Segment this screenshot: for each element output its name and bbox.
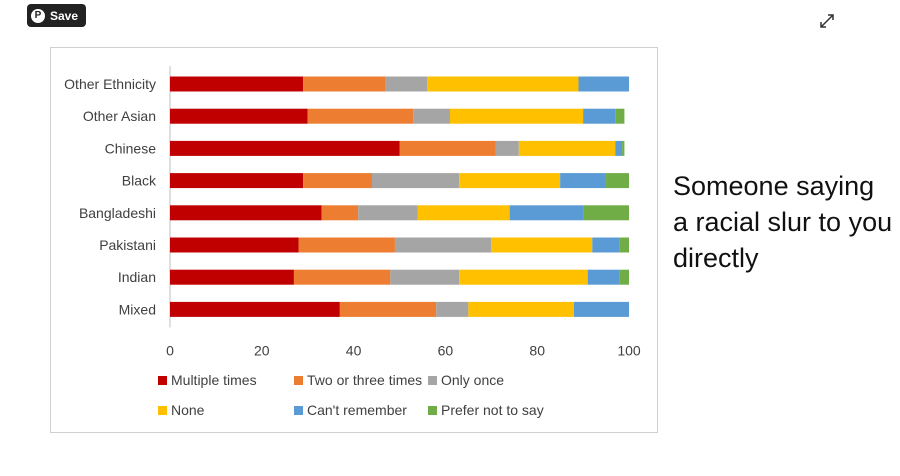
bar-segment-multiple-times	[170, 173, 304, 189]
bar-segment-none	[491, 237, 593, 253]
bar-segment-two-or-three-times	[399, 140, 496, 156]
legend-swatch	[294, 375, 303, 385]
bar-segment-two-or-three-times	[293, 269, 391, 285]
bar-segment-two-or-three-times	[303, 76, 386, 92]
legend-swatch	[428, 375, 437, 385]
bar-segment-multiple-times	[170, 301, 340, 317]
save-label: Save	[50, 8, 79, 23]
bar-segment-can-t-remember	[578, 76, 629, 92]
bar-segment-can-t-remember	[587, 269, 620, 285]
x-tick-label: 100	[617, 342, 641, 358]
bar-segment-none	[459, 269, 588, 285]
save-button[interactable]: P Save	[27, 4, 87, 27]
bar-segment-can-t-remember	[592, 237, 620, 253]
chart-frame: Other Ethnicity Other Asian Chinese Black Ba…	[50, 47, 658, 433]
bar-segment-only-once	[413, 108, 450, 124]
stacked-bar-chart: Other Ethnicity Other Asian Chinese Black Ba…	[64, 66, 641, 358]
bar-segment-none	[427, 76, 579, 92]
legend-item: Only once	[428, 372, 504, 388]
bar-segment-only-once	[390, 269, 460, 285]
bar-segment-only-once	[385, 76, 428, 92]
legend-item: Multiple times	[158, 372, 257, 388]
category-label: Chinese	[105, 140, 157, 156]
bar-segment-only-once	[436, 301, 469, 317]
legend-label: Can't remember	[307, 402, 407, 418]
bar-segment-can-t-remember	[583, 108, 616, 124]
pinterest-icon: P	[31, 8, 45, 23]
bar-segment-none	[459, 173, 561, 189]
legend-label: None	[171, 402, 205, 418]
legend-label: Prefer not to say	[441, 402, 544, 418]
category-label: Other Asian	[83, 108, 156, 124]
legend-item: Prefer not to say	[428, 402, 544, 418]
bar-segment-two-or-three-times	[298, 237, 395, 253]
bar-segment-only-once	[358, 205, 418, 221]
bar-segment-prefer-not-to-say	[615, 108, 625, 124]
category-label: Bangladeshi	[79, 205, 156, 221]
bar-segment-prefer-not-to-say	[622, 140, 625, 156]
bar-segment-can-t-remember	[615, 140, 623, 156]
category-label: Mixed	[119, 301, 156, 317]
bar-segment-only-once	[495, 140, 519, 156]
x-tick-label: 60	[438, 342, 454, 358]
bar-segment-multiple-times	[170, 205, 322, 221]
legend-swatch	[158, 375, 167, 385]
bar-segment-only-once	[394, 237, 492, 253]
x-tick-label: 40	[346, 342, 362, 358]
legend-item: Can't remember	[294, 402, 407, 418]
legend-label: Two or three times	[307, 372, 423, 388]
bar-segment-multiple-times	[170, 108, 308, 124]
bar-segment-multiple-times	[170, 269, 294, 285]
bar-segment-only-once	[371, 173, 460, 189]
bar-segment-multiple-times	[170, 140, 400, 156]
bar-segment-two-or-three-times	[321, 205, 359, 221]
bar-segment-none	[518, 140, 616, 156]
x-tick-label: 20	[254, 342, 270, 358]
category-label: Black	[122, 173, 157, 189]
bar-segment-none	[468, 301, 574, 317]
bar-segment-prefer-not-to-say	[619, 237, 629, 253]
legend-swatch	[158, 405, 167, 415]
bar-segment-prefer-not-to-say	[619, 269, 629, 285]
legend-swatch	[428, 405, 437, 415]
bar-segment-prefer-not-to-say	[606, 173, 629, 189]
bar-segment-none	[449, 108, 584, 124]
legend-item: None	[158, 402, 204, 418]
bar-segment-two-or-three-times	[303, 173, 372, 189]
bar-segment-two-or-three-times	[339, 301, 437, 317]
bar-segment-prefer-not-to-say	[583, 205, 629, 221]
legend-item: Two or three times	[294, 372, 422, 388]
legend-label: Multiple times	[171, 372, 257, 388]
expand-icon[interactable]	[818, 12, 836, 30]
bar-segment-can-t-remember	[573, 301, 629, 317]
x-tick-label: 80	[529, 342, 545, 358]
bar-segment-multiple-times	[170, 76, 304, 92]
bar-segment-can-t-remember	[560, 173, 607, 189]
legend-swatch	[294, 405, 303, 415]
category-label: Indian	[118, 269, 156, 285]
category-label: Pakistani	[99, 237, 156, 253]
x-tick-label: 0	[166, 342, 174, 358]
bar-segment-can-t-remember	[509, 205, 584, 221]
bar-segment-none	[417, 205, 510, 221]
bar-segment-two-or-three-times	[307, 108, 414, 124]
chart-caption: Someone saying a racial slur to you dire…	[673, 171, 893, 273]
category-label: Other Ethnicity	[64, 76, 156, 92]
legend-label: Only once	[441, 372, 505, 388]
bar-segment-multiple-times	[170, 237, 299, 253]
